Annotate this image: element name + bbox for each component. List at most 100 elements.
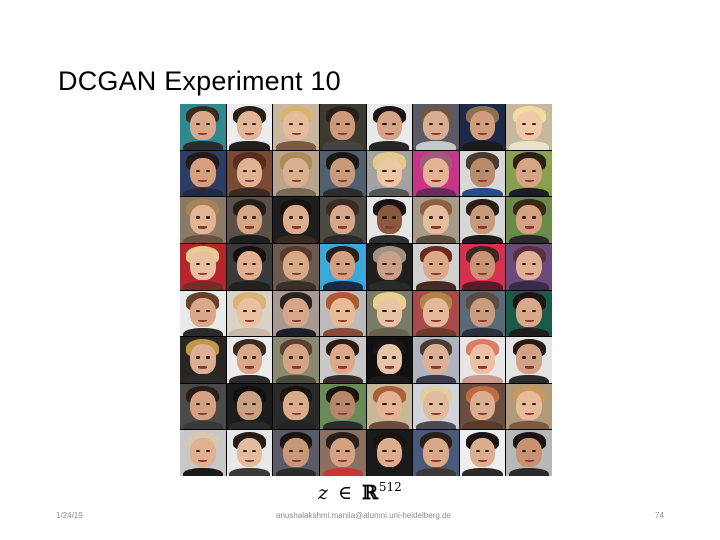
generated-face-image [459,243,506,290]
face-eye [335,123,340,126]
generated-face-image [459,337,506,383]
face-mouth [384,366,394,369]
face-head [236,111,263,141]
face-eye [195,263,201,266]
generated-face-image [226,290,273,337]
generated-face-image [319,290,366,337]
generated-face-image [366,337,413,383]
generated-face-image [413,150,459,197]
face-eye [429,402,434,406]
face-eye [438,216,443,219]
face-eye [289,402,294,406]
face-mouth [524,319,534,322]
generated-face-image [459,430,506,476]
face-mouth [431,459,441,462]
generated-face-image [413,197,459,243]
generated-face-image [506,104,552,150]
face-mouth [478,226,488,229]
face-eye [195,402,201,406]
face-eye [298,402,303,406]
face-eye [475,449,480,452]
face-head [190,251,216,281]
face-eye [382,449,387,452]
face-mouth [291,179,301,183]
face-shoulders [415,141,456,150]
face-eye [522,169,527,173]
face-eye [205,169,210,173]
face-eye [531,169,537,173]
face-eye [195,123,201,126]
face-head [283,344,309,374]
face-eye [345,216,350,219]
face-shoulders [369,327,410,337]
face-eye [252,216,257,219]
face-shoulders [322,327,363,337]
face-mouth [478,459,488,462]
face-eye [195,169,201,173]
face-eye [485,169,490,173]
face-eye [429,356,434,359]
face-mouth [198,179,208,183]
face-eye [298,123,303,126]
face-head [469,204,496,234]
latent-space-formula: z ∈ ℝ512 [318,480,402,504]
face-head [236,251,263,281]
face-shoulders [462,234,503,243]
generated-face-image [226,337,273,383]
face-mouth [244,273,254,276]
face-head [516,111,542,141]
face-shoulders [182,281,223,290]
generated-face-image [319,243,366,290]
generated-face-image [273,383,319,430]
face-eye [531,356,537,359]
face-shoulders [229,188,270,197]
face-eye [531,123,537,126]
formula-exponent: 512 [378,480,402,494]
face-eye [522,309,527,312]
face-eye [335,449,340,452]
face-eye [335,402,340,406]
face-head [236,204,263,234]
face-mouth [338,179,348,183]
face-eye [382,123,387,126]
face-head [516,344,542,374]
face-eye [531,309,537,312]
generated-face-image [180,383,226,430]
face-eye [382,169,387,173]
face-mouth [291,412,301,416]
face-shoulders [229,421,270,430]
face-mouth [198,366,208,369]
face-head [469,391,496,421]
generated-face-image [273,197,319,243]
face-eye [392,263,397,266]
face-eye [205,402,210,406]
face-mouth [384,459,394,462]
face-eye [382,263,387,266]
face-mouth [431,273,441,276]
face-eye [429,263,434,266]
face-eye [429,449,434,452]
face-eye [242,263,247,266]
face-eye [531,263,537,266]
face-eye [252,123,257,126]
face-mouth [338,319,348,322]
face-eye [242,402,247,406]
face-shoulders [415,467,456,476]
footer-page-number: 74 [655,511,664,520]
face-eye [242,216,247,219]
face-mouth [478,412,488,416]
face-shoulders [182,467,223,476]
face-eye [345,263,350,266]
face-head [190,391,216,421]
generated-face-image [319,383,366,430]
face-shoulders [322,421,363,430]
generated-face-image [366,197,413,243]
face-eye [392,356,397,359]
generated-face-image [506,337,552,383]
generated-face-image [366,383,413,430]
face-eye [252,309,257,312]
face-shoulders [275,281,317,290]
face-shoulders [369,374,410,383]
face-shoulders [415,374,456,383]
face-mouth [291,319,301,322]
